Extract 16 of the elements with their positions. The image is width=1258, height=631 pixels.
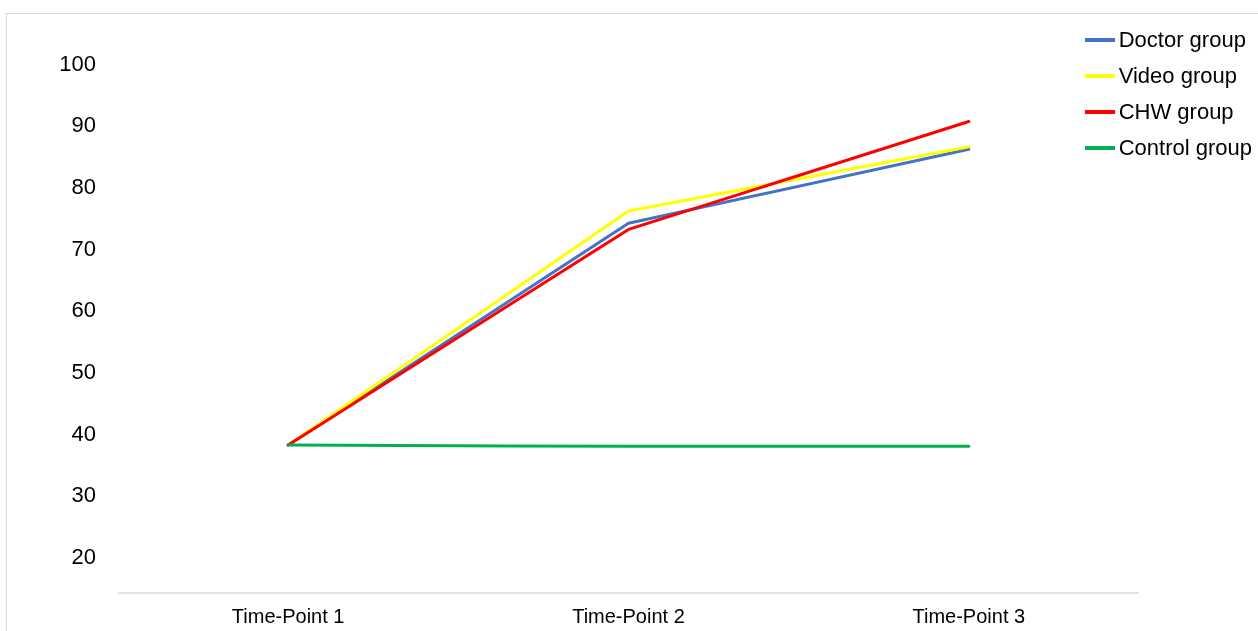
y-tick-label: 50: [71, 358, 96, 384]
x-tick-label: Time-Point 1: [231, 605, 345, 628]
legend-label: Doctor group: [1118, 27, 1246, 53]
y-tick-label: 90: [71, 112, 96, 138]
y-tick-label: 40: [71, 420, 96, 446]
x-tick-label: Time-Point 2: [572, 605, 685, 628]
y-tick-label: 20: [71, 543, 96, 569]
y-tick-label: 100: [59, 50, 96, 76]
y-tick-label: 70: [71, 235, 96, 261]
legend-label: Control group: [1118, 135, 1252, 161]
y-tick-label: 80: [71, 174, 96, 200]
y-tick-label: 30: [71, 482, 96, 508]
legend-label: CHW group: [1118, 99, 1234, 125]
x-tick-label: Time-Point 3: [912, 605, 1026, 628]
y-tick-label: 60: [71, 297, 96, 323]
legend-label: Video group: [1118, 63, 1237, 89]
